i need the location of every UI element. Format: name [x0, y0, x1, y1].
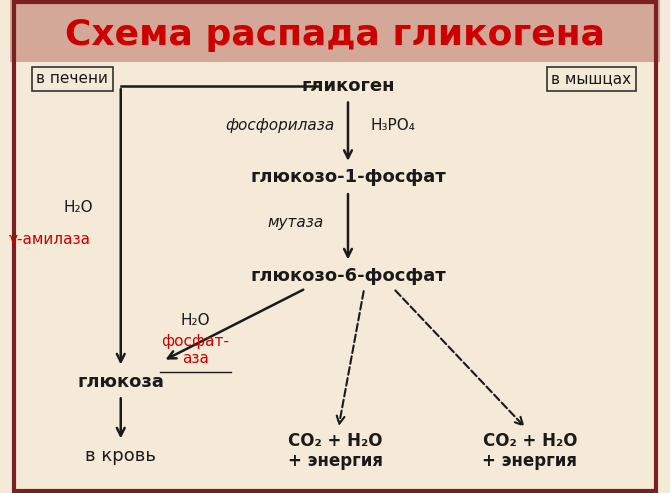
Text: Схема распада гликогена: Схема распада гликогена [65, 18, 605, 51]
Text: фосфорилаза: фосфорилаза [225, 118, 334, 133]
Text: CO₂ + H₂O
+ энергия: CO₂ + H₂O + энергия [287, 432, 383, 470]
Text: γ-амилаза: γ-амилаза [8, 232, 90, 246]
FancyBboxPatch shape [10, 0, 660, 62]
Text: глюкозо-1-фосфат: глюкозо-1-фосфат [250, 169, 446, 186]
Text: в мышцах: в мышцах [551, 71, 632, 86]
Text: H₂O: H₂O [181, 313, 210, 328]
Text: глюкозо-6-фосфат: глюкозо-6-фосфат [250, 267, 446, 285]
Text: в кровь: в кровь [85, 447, 156, 465]
Text: гликоген: гликоген [302, 77, 395, 95]
Text: фосфат-
аза: фосфат- аза [161, 334, 229, 366]
Text: H₂O: H₂O [64, 200, 93, 214]
Text: глюкоза: глюкоза [77, 373, 164, 391]
Text: H₃PO₄: H₃PO₄ [371, 118, 416, 133]
Text: в печени: в печени [36, 71, 108, 86]
Text: мутаза: мутаза [268, 215, 324, 230]
Text: CO₂ + H₂O
+ энергия: CO₂ + H₂O + энергия [482, 432, 578, 470]
